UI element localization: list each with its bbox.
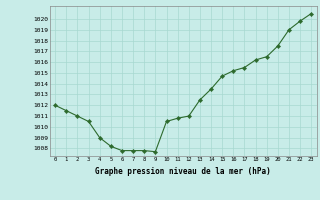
X-axis label: Graphe pression niveau de la mer (hPa): Graphe pression niveau de la mer (hPa) [95, 167, 271, 176]
